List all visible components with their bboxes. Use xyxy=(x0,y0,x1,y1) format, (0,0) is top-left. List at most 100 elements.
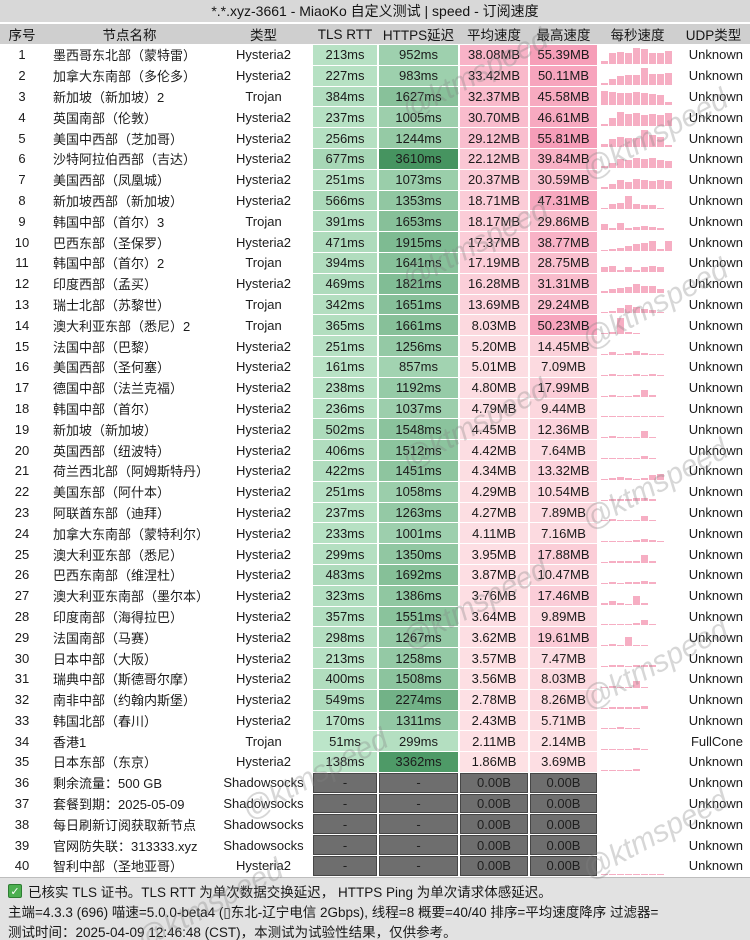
cell-node-name: 日本东部（东京） xyxy=(53,755,158,771)
spark-bar xyxy=(625,769,632,771)
cell-node-name: 荷兰西北部（阿姆斯特丹） xyxy=(53,464,210,480)
spark-bar xyxy=(609,117,616,127)
spark-bar xyxy=(625,75,632,85)
table-row: 20 英国西部（纽波特） Hysteria2 406ms 1512ms 4.42MB 7.6… xyxy=(0,440,750,460)
spark-bar xyxy=(641,581,648,584)
spark-bar xyxy=(625,415,632,418)
spark-bar xyxy=(625,498,632,501)
cell-https-latency: 1267ms xyxy=(379,627,458,648)
spark-bar xyxy=(649,581,656,584)
spark-bar xyxy=(657,248,664,251)
cell-speed-sparkline xyxy=(598,253,677,273)
cell-tls-rtt: 138ms xyxy=(313,752,377,772)
spark-bar xyxy=(617,93,624,106)
cell-index: 10 xyxy=(14,234,30,250)
cell-index: 1 xyxy=(18,47,26,63)
cell-node-name: 韩国北部（春川） xyxy=(53,713,158,729)
cell-node-name: 英国西部（纽波特） xyxy=(53,443,171,459)
cell-tls-rtt: 251ms xyxy=(313,169,377,190)
cell-index: 7 xyxy=(18,172,26,188)
spark-bar xyxy=(617,269,624,272)
spark-bar xyxy=(633,623,640,626)
table-row: 29 法国南部（马赛） Hysteria2 298ms 1267ms 3.62MB 19.6… xyxy=(0,627,750,648)
cell-tls-rtt: 471ms xyxy=(313,232,377,252)
cell-max-speed: 17.99MB xyxy=(530,377,597,398)
spark-bar xyxy=(617,51,624,64)
cell-node-name: 墨西哥东北部（蒙特雷） xyxy=(53,48,197,64)
cell-udp-type: Unknown xyxy=(688,400,743,416)
spark-bar xyxy=(657,289,664,293)
cell-https-latency: 1821ms xyxy=(379,273,458,294)
table-row: 22 美国东部（阿什本） Hysteria2 251ms 1058ms 4.29MB 10.… xyxy=(0,481,750,502)
spark-bar xyxy=(657,474,664,480)
spark-bar xyxy=(633,561,640,563)
spark-bar xyxy=(601,353,608,355)
spark-bar xyxy=(657,207,664,210)
cell-udp-type: Unknown xyxy=(688,796,743,812)
spark-bar xyxy=(625,137,632,147)
cell-type: Trojan xyxy=(245,296,282,312)
spark-bar xyxy=(649,623,656,626)
cell-tls-rtt: 233ms xyxy=(313,523,377,544)
spark-bar xyxy=(657,267,664,272)
cell-speed-sparkline xyxy=(598,315,677,335)
cell-node-name: 沙特阿拉伯西部（吉达） xyxy=(53,152,197,168)
cell-max-speed: 45.58MB xyxy=(530,86,597,107)
column-header-udp-type: UDP类型 xyxy=(685,28,742,43)
cell-node-name: 韩国中部（首尔）3 xyxy=(53,214,165,230)
cell-node-name: 法国南部（马赛） xyxy=(53,630,158,646)
cell-tls-rtt: 469ms xyxy=(313,273,377,294)
cell-https-latency: 857ms xyxy=(379,356,458,377)
cell-index: 21 xyxy=(14,463,30,479)
spark-bar xyxy=(665,160,672,168)
cell-speed-sparkline xyxy=(598,565,677,585)
cell-index: 36 xyxy=(14,775,30,791)
cell-https-latency: 952ms xyxy=(379,45,458,65)
spark-bar xyxy=(641,619,648,626)
cell-tls-rtt: 365ms xyxy=(313,315,377,336)
cell-avg-speed: 2.11MB xyxy=(460,731,528,752)
cell-udp-type: Unknown xyxy=(688,588,743,604)
spark-bar xyxy=(617,499,624,501)
cell-speed-sparkline xyxy=(598,690,677,710)
column-header-https-latency: HTTPS延迟 xyxy=(382,28,455,43)
spark-bar xyxy=(625,437,632,439)
spark-bar xyxy=(633,269,640,272)
cell-index: 3 xyxy=(18,88,26,104)
cell-max-speed: 7.16MB xyxy=(530,523,597,544)
spark-bar xyxy=(641,478,648,480)
spark-bar xyxy=(601,541,608,543)
cell-https-latency: 1627ms xyxy=(379,86,458,107)
cell-tls-rtt: 251ms xyxy=(313,336,377,356)
spark-bar xyxy=(633,478,640,480)
cell-https-latency: 1692ms xyxy=(379,564,458,585)
cell-tls-rtt: 483ms xyxy=(313,564,377,585)
cell-node-name: 巴西东部（圣保罗） xyxy=(53,235,171,251)
cell-udp-type: Unknown xyxy=(688,317,743,333)
spark-bar xyxy=(641,115,648,127)
cell-node-name: 印度南部（海得拉巴） xyxy=(53,609,184,625)
cell-https-latency: 1386ms xyxy=(379,585,458,606)
table-row: 39 官网防失联：313333.xyz Shadowsocks - -0.00B 0.00… xyxy=(0,835,750,856)
cell-speed-sparkline xyxy=(598,814,677,834)
spark-bar xyxy=(609,332,616,335)
cell-index: 8 xyxy=(18,192,26,208)
spark-bar xyxy=(617,180,624,189)
cell-avg-speed: 8.03MB xyxy=(460,315,528,336)
cell-tls-rtt: 170ms xyxy=(313,710,377,731)
spark-bar xyxy=(609,162,616,168)
cell-https-latency: - xyxy=(379,772,458,793)
cell-avg-speed: 4.29MB xyxy=(460,481,528,502)
spark-bar xyxy=(625,305,632,314)
table-row: 9 韩国中部（首尔）3 Trojan 391ms 1653ms 18.17MB 29.86M… xyxy=(0,211,750,232)
cell-https-latency: 1451ms xyxy=(379,460,458,481)
spark-bar xyxy=(633,457,640,459)
cell-max-speed: 46.61MB xyxy=(530,107,597,128)
column-header-index: 序号 xyxy=(8,28,36,43)
cell-https-latency: 1244ms xyxy=(379,128,458,148)
cell-max-speed: 10.47MB xyxy=(530,564,597,585)
cell-node-name: 澳大利亚东部（悉尼）2 xyxy=(53,318,191,334)
spark-bar xyxy=(633,681,640,688)
cell-index: 37 xyxy=(14,796,30,812)
cell-node-name: 德国中部（法兰克福） xyxy=(53,381,184,397)
